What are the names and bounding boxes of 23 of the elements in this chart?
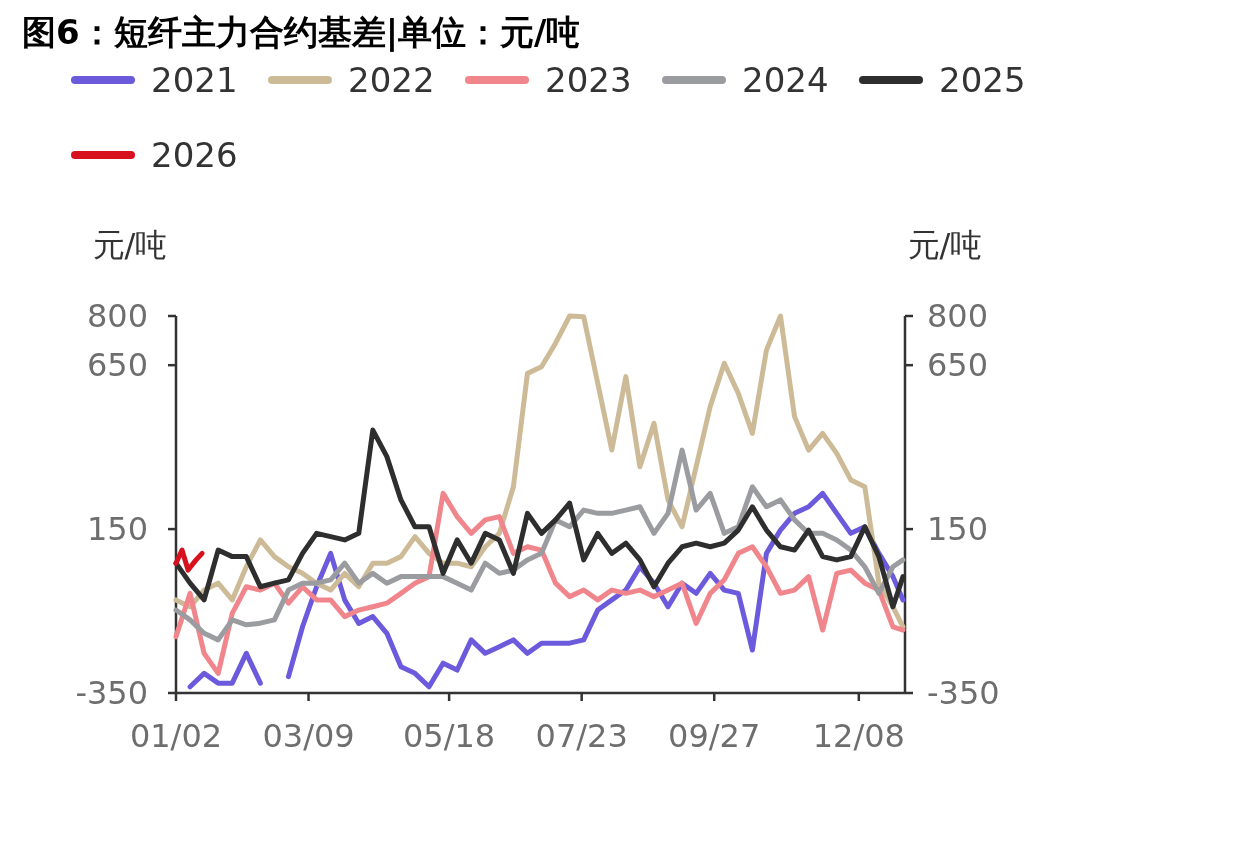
legend-label: 2022 <box>348 60 435 100</box>
title: 图6：短纤主力合约基差|单位：元/吨 <box>22 12 581 52</box>
y2-tick-label: 150 <box>927 510 989 549</box>
x-tick-label: 07/23 <box>535 717 628 755</box>
y2-tick-label: -350 <box>927 674 1000 712</box>
x-tick-label: 01/02 <box>129 717 223 755</box>
legend-label: 2025 <box>939 60 1026 100</box>
y-tick-label: -350 <box>75 674 148 712</box>
x-tick-label: 09/27 <box>668 717 761 755</box>
y-tick-label: 650 <box>86 346 148 385</box>
legend-label: 2021 <box>151 60 238 100</box>
x-tick-label: 12/08 <box>812 717 905 755</box>
y-axis-title: 元/吨 <box>92 226 168 264</box>
y-tick-label: 800 <box>86 297 148 335</box>
legend-label: 2023 <box>545 60 632 100</box>
x-tick-label: 03/09 <box>262 717 355 755</box>
x-tick-label: 05/18 <box>403 717 496 755</box>
legend-label: 2026 <box>151 135 238 175</box>
y2-axis-title: 元/吨 <box>907 226 983 264</box>
y2-tick-label: 800 <box>927 297 989 335</box>
legend-label: 2024 <box>742 60 829 100</box>
y2-tick-label: 650 <box>927 346 989 385</box>
y-tick-label: 150 <box>86 510 148 549</box>
